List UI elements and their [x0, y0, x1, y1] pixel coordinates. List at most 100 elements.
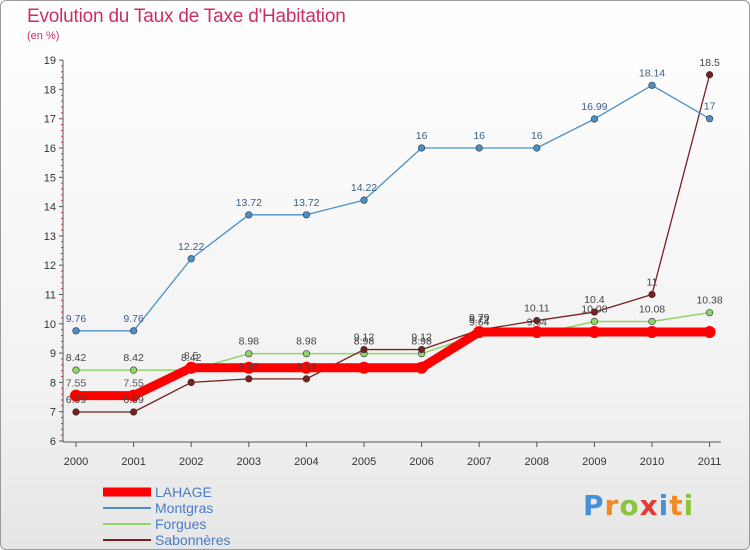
- data-point-lahage: [70, 389, 82, 402]
- logo-letter: r: [604, 489, 620, 522]
- y-tick-label: 10: [44, 319, 56, 331]
- data-point-lahage: [242, 361, 255, 374]
- x-tick-label: 2001: [121, 456, 145, 468]
- data-label-sabonnres: 8.12: [296, 361, 317, 373]
- data-label-lahage: 7.55: [66, 378, 87, 390]
- data-point-montgras: [130, 327, 138, 335]
- data-label-montgras: 16: [416, 130, 428, 142]
- x-tick-label: 2007: [467, 456, 491, 468]
- data-point-sabonnres: [72, 408, 80, 416]
- data-point-sabonnres: [130, 408, 138, 416]
- data-point-sabonnres: [245, 375, 253, 383]
- series-line-montgras: [76, 84, 710, 332]
- logo-letter: i: [658, 489, 670, 522]
- data-point-montgras: [475, 144, 483, 152]
- data-label-lahage: 7.55: [123, 378, 144, 390]
- data-point-forgues: [705, 309, 714, 317]
- data-point-lahage: [415, 361, 428, 374]
- legend-label-montgras: Montgras: [155, 500, 213, 516]
- y-tick-label: 11: [45, 290, 56, 302]
- y-tick-label: 9: [50, 348, 56, 360]
- x-tick-label: 2009: [582, 456, 606, 468]
- x-tick-label: 2004: [294, 456, 318, 468]
- data-point-lahage: [358, 361, 370, 374]
- data-point-sabonnres: [302, 375, 311, 383]
- y-tick-label: 18: [44, 84, 56, 96]
- data-point-montgras: [533, 144, 541, 152]
- data-point-lahage: [530, 326, 543, 339]
- data-label-forgues: 8.98: [411, 336, 432, 348]
- series-line-sabonnres: [76, 74, 711, 413]
- data-point-montgras: [418, 144, 426, 152]
- legend-label-sabonnres: Sabonnères: [155, 532, 231, 548]
- data-label-sabonnres: 9.12: [354, 332, 375, 344]
- data-label-montgras: 9.76: [66, 313, 87, 325]
- data-label-montgras: 14.22: [351, 182, 377, 194]
- y-tick-label: 8: [50, 377, 56, 389]
- proxiti-logo: Proxiti: [583, 489, 694, 522]
- data-point-forgues: [245, 350, 253, 358]
- data-label-montgras: 12.22: [178, 241, 204, 253]
- data-label-forgues: 10.08: [581, 303, 607, 315]
- data-point-lahage: [588, 326, 601, 339]
- data-point-sabonnres: [705, 71, 714, 79]
- logo-letter: t: [669, 489, 684, 522]
- data-point-montgras: [705, 115, 714, 123]
- data-point-sabonnres: [533, 316, 541, 325]
- x-tick-label: 2000: [64, 456, 88, 468]
- data-label-forgues: 8.42: [181, 352, 202, 364]
- chart-unit-label: (en %): [27, 30, 60, 42]
- x-tick-label: 2006: [409, 456, 433, 468]
- data-point-sabonnres: [648, 290, 656, 299]
- data-label-forgues: 8.42: [66, 352, 87, 364]
- data-label-forgues: 10.08: [639, 303, 665, 315]
- data-label-sabonnres: 11: [647, 277, 658, 289]
- data-point-forgues: [130, 366, 138, 374]
- legend-label-forgues: Forgues: [155, 516, 206, 532]
- x-tick-label: 2010: [640, 456, 664, 468]
- data-point-montgras: [648, 81, 656, 89]
- y-tick-label: 6: [50, 436, 56, 448]
- data-point-lahage: [185, 361, 198, 374]
- data-point-lahage: [300, 361, 313, 374]
- data-label-sabonnres: 18.5: [699, 57, 720, 69]
- data-point-sabonnres: [360, 345, 368, 354]
- logo-letter: o: [619, 489, 640, 522]
- x-tick-label: 2011: [698, 456, 722, 468]
- data-label-sabonnres: 10.11: [524, 303, 550, 315]
- data-label-montgras: 17: [704, 101, 716, 113]
- data-point-montgras: [245, 211, 253, 219]
- data-point-lahage: [646, 326, 658, 339]
- data-label-forgues: 8.98: [239, 336, 260, 348]
- data-label-montgras: 13.72: [236, 197, 262, 209]
- data-label-montgras: 16: [531, 130, 543, 142]
- y-tick-label: 15: [44, 172, 56, 184]
- logo-letter: x: [639, 489, 659, 522]
- y-tick-label: 14: [44, 202, 56, 214]
- data-label-montgras: 13.72: [293, 197, 319, 209]
- data-point-forgues: [648, 317, 656, 326]
- data-point-montgras: [360, 196, 368, 204]
- data-point-montgras: [187, 255, 195, 263]
- y-tick-label: 17: [44, 114, 56, 126]
- logo-letter: P: [583, 489, 605, 522]
- logo-letter: i: [683, 489, 695, 522]
- y-tick-label: 12: [44, 260, 56, 272]
- data-label-lahage: 9.72: [469, 314, 490, 326]
- data-point-montgras: [72, 327, 80, 335]
- data-point-lahage: [473, 326, 486, 339]
- data-point-montgras: [302, 211, 311, 219]
- data-label-forgues: 8.42: [123, 352, 144, 364]
- data-label-forgues: 8.98: [296, 336, 317, 348]
- data-label-lahage: 8.5: [184, 350, 199, 362]
- legend-label-lahage: LAHAGE: [155, 484, 212, 500]
- data-point-forgues: [72, 366, 80, 374]
- data-label-forgues: 8.98: [354, 336, 375, 348]
- data-point-sabonnres: [590, 308, 599, 316]
- data-label-sabonnres: 6.99: [66, 394, 87, 406]
- data-point-forgues: [302, 350, 311, 358]
- data-point-sabonnres: [418, 345, 426, 354]
- data-point-lahage: [127, 389, 140, 402]
- data-label-sabonnres: 8.12: [239, 361, 260, 373]
